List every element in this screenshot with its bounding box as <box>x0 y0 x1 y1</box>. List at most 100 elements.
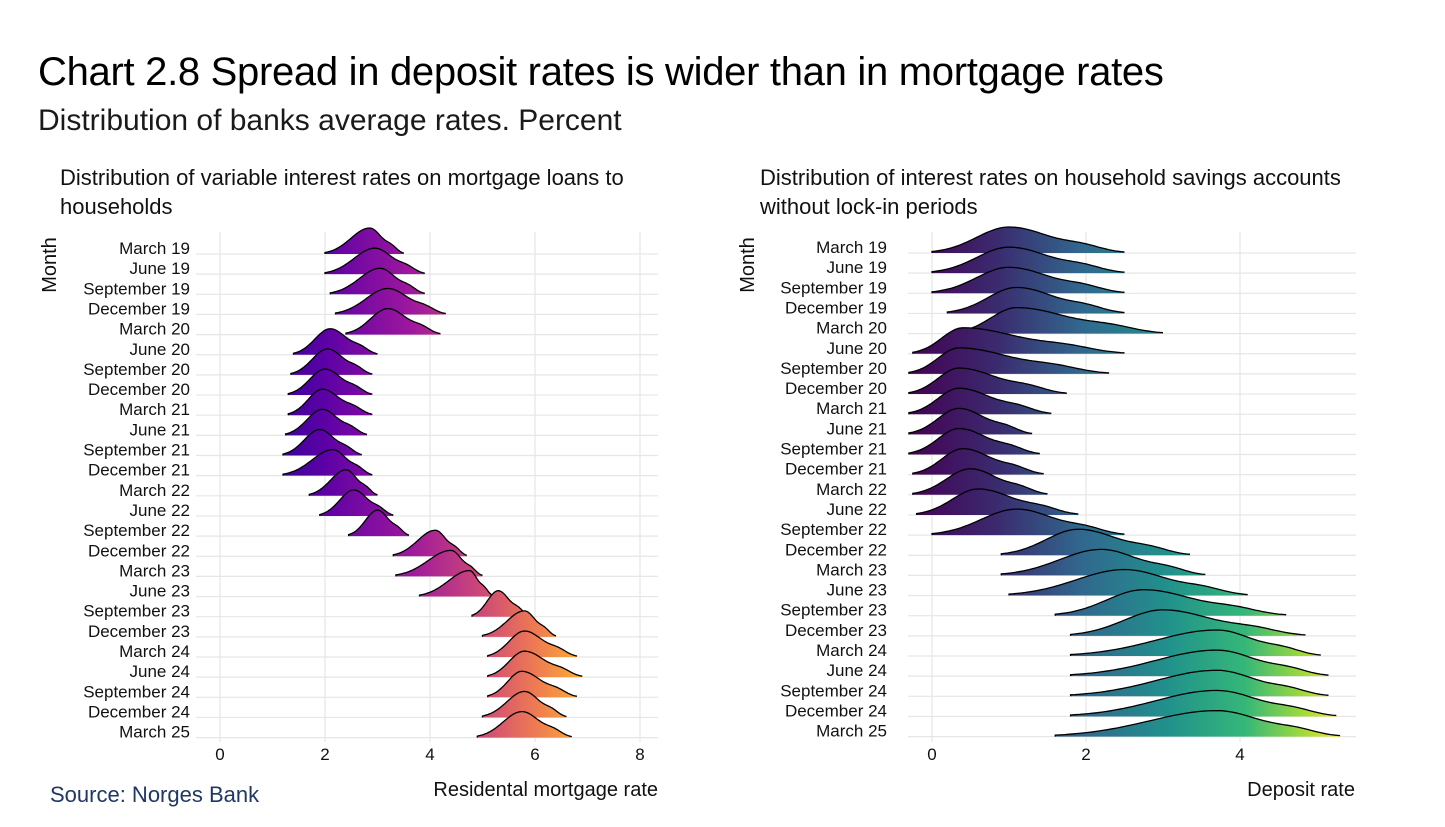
month-label: December 21 <box>785 460 887 479</box>
mortgage-ridge-area <box>482 610 556 637</box>
deposit-ridge-line <box>912 468 1048 495</box>
deposit-ridge-area <box>932 509 1125 536</box>
month-label: June 23 <box>130 582 191 601</box>
deposit-ridge-area <box>1001 549 1206 576</box>
month-label: September 20 <box>780 359 887 378</box>
mortgage-ridge-line <box>282 449 373 476</box>
deposit-ridge-line <box>1069 689 1337 717</box>
month-label: June 24 <box>130 662 191 681</box>
mortgage-ridge-line <box>319 489 394 516</box>
deposit-ridge-area <box>1070 609 1306 636</box>
month-label: September 20 <box>83 360 190 379</box>
x-tick-label: 4 <box>1235 745 1244 764</box>
x-tick-label: 2 <box>320 745 329 764</box>
month-label: March 21 <box>816 399 887 418</box>
mortgage-ridge-line <box>481 690 567 718</box>
deposit-ridge-area <box>947 287 1125 314</box>
deposit-ridge-area <box>932 267 1125 294</box>
month-label: June 24 <box>827 661 888 680</box>
month-label: March 21 <box>119 400 190 419</box>
mortgage-ridge-line <box>395 549 483 577</box>
deposit-ridge-line <box>954 306 1164 334</box>
month-label: June 22 <box>130 501 191 520</box>
y-axis-label: Month <box>737 237 759 293</box>
month-label: March 25 <box>816 722 887 741</box>
deposit-ridge-area <box>912 468 1048 495</box>
month-label: December 19 <box>785 298 887 317</box>
mortgage-ridge-line <box>418 569 494 597</box>
deposit-ridge-line <box>931 266 1125 294</box>
deposit-ridge-area <box>916 489 1079 515</box>
mortgage-ridge-line <box>392 529 468 557</box>
month-label: September 24 <box>83 682 190 701</box>
deposit-ridge-line <box>908 367 1067 395</box>
month-label: June 20 <box>130 340 191 359</box>
month-label: December 22 <box>88 541 190 560</box>
mortgage-ridge-area <box>346 308 441 335</box>
deposit-ridge-area <box>955 307 1163 334</box>
x-axis-label: Residental mortgage rate <box>433 779 658 801</box>
deposit-ridge-line <box>931 246 1125 274</box>
deposit-ridge-line <box>908 347 1110 374</box>
month-label: December 23 <box>88 622 190 641</box>
month-label: March 20 <box>816 319 887 338</box>
mortgage-ridge-line <box>284 408 368 436</box>
x-tick-label: 2 <box>1081 745 1090 764</box>
deposit-ridge-area <box>1070 690 1337 717</box>
month-label: December 24 <box>88 702 190 721</box>
deposit-ridge-line <box>1069 649 1329 677</box>
month-label: June 21 <box>130 420 191 439</box>
month-label: September 19 <box>780 278 887 297</box>
mortgage-ridge-area <box>325 248 425 275</box>
month-label: March 23 <box>816 560 887 579</box>
x-tick-label: 0 <box>215 745 224 764</box>
mortgage-ridge-area <box>487 671 577 698</box>
mortgage-ridge-area <box>285 409 367 436</box>
deposit-ridge-area <box>908 428 1040 455</box>
mortgage-ridge-area <box>283 429 362 456</box>
mortgage-ridge-area <box>283 449 373 476</box>
mortgage-ridge-line <box>287 388 373 416</box>
month-label: June 20 <box>827 339 888 358</box>
deposit-ridge-line <box>912 327 1125 354</box>
deposit-ridge-line <box>1000 528 1191 556</box>
mortgage-ridge-line <box>487 650 583 678</box>
mortgage-ridge-area <box>393 530 467 557</box>
month-label: September 21 <box>83 441 190 460</box>
source-note: Source: Norges Bank <box>50 782 260 807</box>
chart-title: Chart 2.8 Spread in deposit rates is wid… <box>38 50 1164 94</box>
deposit-ridge-line <box>931 226 1125 253</box>
deposit-ridge-area <box>1070 650 1329 677</box>
mortgage-ridge-area <box>348 510 409 537</box>
month-label: December 21 <box>88 461 190 480</box>
month-label: March 19 <box>119 239 190 258</box>
month-label: September 24 <box>780 681 887 700</box>
x-tick-label: 4 <box>425 745 434 764</box>
mortgage-ridge-area <box>309 469 378 496</box>
mortgage-ridge-line <box>324 247 425 275</box>
deposit-ridge-area <box>908 408 1033 435</box>
mortgage-ridge-area <box>288 369 373 396</box>
mortgage-ridge-area <box>319 490 394 516</box>
month-label: June 19 <box>827 258 888 277</box>
mortgage-ridge-area <box>330 268 425 295</box>
deposit-ridge-line <box>1054 589 1287 616</box>
mortgage-ridge-area <box>472 590 530 617</box>
month-label: December 19 <box>88 299 190 318</box>
deposit-ridge-area <box>912 327 1125 354</box>
month-label: December 22 <box>785 540 887 559</box>
mortgage-ridge-area <box>395 550 483 577</box>
deposit-ridge-line <box>912 447 1044 475</box>
month-label: March 22 <box>816 480 887 499</box>
mortgage-ridge-line <box>345 307 441 335</box>
deposit-ridge-line <box>931 508 1125 536</box>
month-label: September 22 <box>780 520 887 539</box>
deposit-ridge-area <box>1055 589 1287 616</box>
month-label: March 24 <box>816 641 887 660</box>
x-tick-label: 6 <box>530 745 539 764</box>
y-axis-label: Month <box>39 237 61 293</box>
deposit-ridge-line <box>1069 609 1306 636</box>
month-label: September 23 <box>83 602 190 621</box>
deposit-ridge-area <box>1070 630 1321 656</box>
